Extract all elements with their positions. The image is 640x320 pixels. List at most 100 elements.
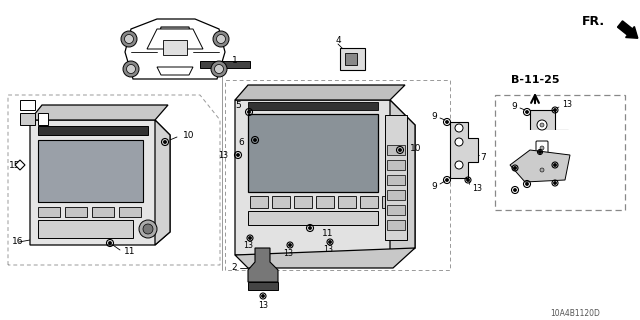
FancyBboxPatch shape xyxy=(536,141,548,161)
FancyBboxPatch shape xyxy=(20,100,35,110)
Circle shape xyxy=(309,227,311,229)
FancyBboxPatch shape xyxy=(360,196,378,208)
Text: 4: 4 xyxy=(335,36,341,44)
Polygon shape xyxy=(450,122,478,178)
Text: 2: 2 xyxy=(232,263,237,273)
Text: 10: 10 xyxy=(410,143,422,153)
Text: 13: 13 xyxy=(323,245,333,254)
Text: 3: 3 xyxy=(572,167,578,177)
Circle shape xyxy=(526,183,528,185)
FancyBboxPatch shape xyxy=(38,126,148,135)
Polygon shape xyxy=(235,248,415,268)
FancyBboxPatch shape xyxy=(200,61,250,68)
Circle shape xyxy=(526,111,528,113)
Circle shape xyxy=(537,165,547,175)
Circle shape xyxy=(455,138,463,146)
FancyBboxPatch shape xyxy=(316,196,334,208)
Circle shape xyxy=(164,141,166,143)
Circle shape xyxy=(121,31,137,47)
FancyBboxPatch shape xyxy=(119,207,141,217)
Circle shape xyxy=(143,224,153,234)
Circle shape xyxy=(540,123,544,127)
Text: 10: 10 xyxy=(183,131,195,140)
Text: 15: 15 xyxy=(9,161,20,170)
Polygon shape xyxy=(157,27,193,47)
Polygon shape xyxy=(125,19,225,79)
Circle shape xyxy=(248,111,250,113)
Circle shape xyxy=(214,65,223,74)
FancyBboxPatch shape xyxy=(272,196,290,208)
Circle shape xyxy=(109,242,111,244)
Polygon shape xyxy=(15,160,25,170)
Text: 13: 13 xyxy=(243,242,253,251)
FancyBboxPatch shape xyxy=(250,196,268,208)
Text: B-11-25: B-11-25 xyxy=(511,75,559,85)
Polygon shape xyxy=(157,67,193,75)
Circle shape xyxy=(540,168,544,172)
Circle shape xyxy=(537,143,547,153)
Text: 7: 7 xyxy=(480,153,486,162)
FancyBboxPatch shape xyxy=(385,115,407,240)
Circle shape xyxy=(554,164,556,166)
Polygon shape xyxy=(510,150,570,182)
FancyBboxPatch shape xyxy=(248,102,378,110)
Circle shape xyxy=(125,35,134,44)
Text: 13: 13 xyxy=(562,100,572,108)
Text: 11: 11 xyxy=(124,247,136,257)
Circle shape xyxy=(254,139,256,141)
FancyArrow shape xyxy=(618,21,638,38)
Circle shape xyxy=(211,61,227,77)
Circle shape xyxy=(249,237,252,239)
Circle shape xyxy=(514,189,516,191)
FancyBboxPatch shape xyxy=(248,114,378,192)
FancyBboxPatch shape xyxy=(248,211,378,225)
Polygon shape xyxy=(235,85,405,100)
FancyBboxPatch shape xyxy=(382,196,400,208)
Polygon shape xyxy=(30,105,168,120)
Circle shape xyxy=(289,244,291,246)
Text: 13: 13 xyxy=(283,249,293,258)
Circle shape xyxy=(554,182,556,184)
Circle shape xyxy=(446,121,448,123)
Text: 9: 9 xyxy=(511,101,517,110)
Circle shape xyxy=(329,241,332,243)
FancyBboxPatch shape xyxy=(340,48,365,70)
Text: 10A4B1120D: 10A4B1120D xyxy=(550,309,600,318)
Circle shape xyxy=(455,161,463,169)
FancyBboxPatch shape xyxy=(387,220,405,230)
Polygon shape xyxy=(147,29,203,49)
FancyBboxPatch shape xyxy=(387,145,405,155)
Polygon shape xyxy=(248,282,278,290)
FancyBboxPatch shape xyxy=(38,207,60,217)
Circle shape xyxy=(123,61,139,77)
Text: 16: 16 xyxy=(12,237,24,246)
Circle shape xyxy=(127,65,136,74)
FancyBboxPatch shape xyxy=(505,130,585,195)
Polygon shape xyxy=(235,100,415,262)
Text: 13: 13 xyxy=(258,300,268,309)
FancyBboxPatch shape xyxy=(345,53,357,65)
FancyBboxPatch shape xyxy=(38,140,143,202)
Text: 9: 9 xyxy=(431,181,437,190)
FancyBboxPatch shape xyxy=(92,207,114,217)
FancyBboxPatch shape xyxy=(20,113,35,125)
Polygon shape xyxy=(390,100,415,262)
Circle shape xyxy=(514,167,516,169)
FancyBboxPatch shape xyxy=(163,40,187,55)
Text: 9: 9 xyxy=(511,186,517,195)
FancyBboxPatch shape xyxy=(65,207,87,217)
Circle shape xyxy=(467,179,469,181)
FancyBboxPatch shape xyxy=(387,190,405,200)
Circle shape xyxy=(540,146,544,150)
Circle shape xyxy=(213,31,229,47)
Circle shape xyxy=(554,109,556,111)
Text: 1: 1 xyxy=(232,55,238,65)
Circle shape xyxy=(139,220,157,238)
Polygon shape xyxy=(530,110,568,182)
Text: 9: 9 xyxy=(431,111,437,121)
FancyBboxPatch shape xyxy=(294,196,312,208)
Circle shape xyxy=(455,124,463,132)
FancyBboxPatch shape xyxy=(38,113,48,125)
Text: 13: 13 xyxy=(472,183,482,193)
Text: 5: 5 xyxy=(236,100,241,109)
